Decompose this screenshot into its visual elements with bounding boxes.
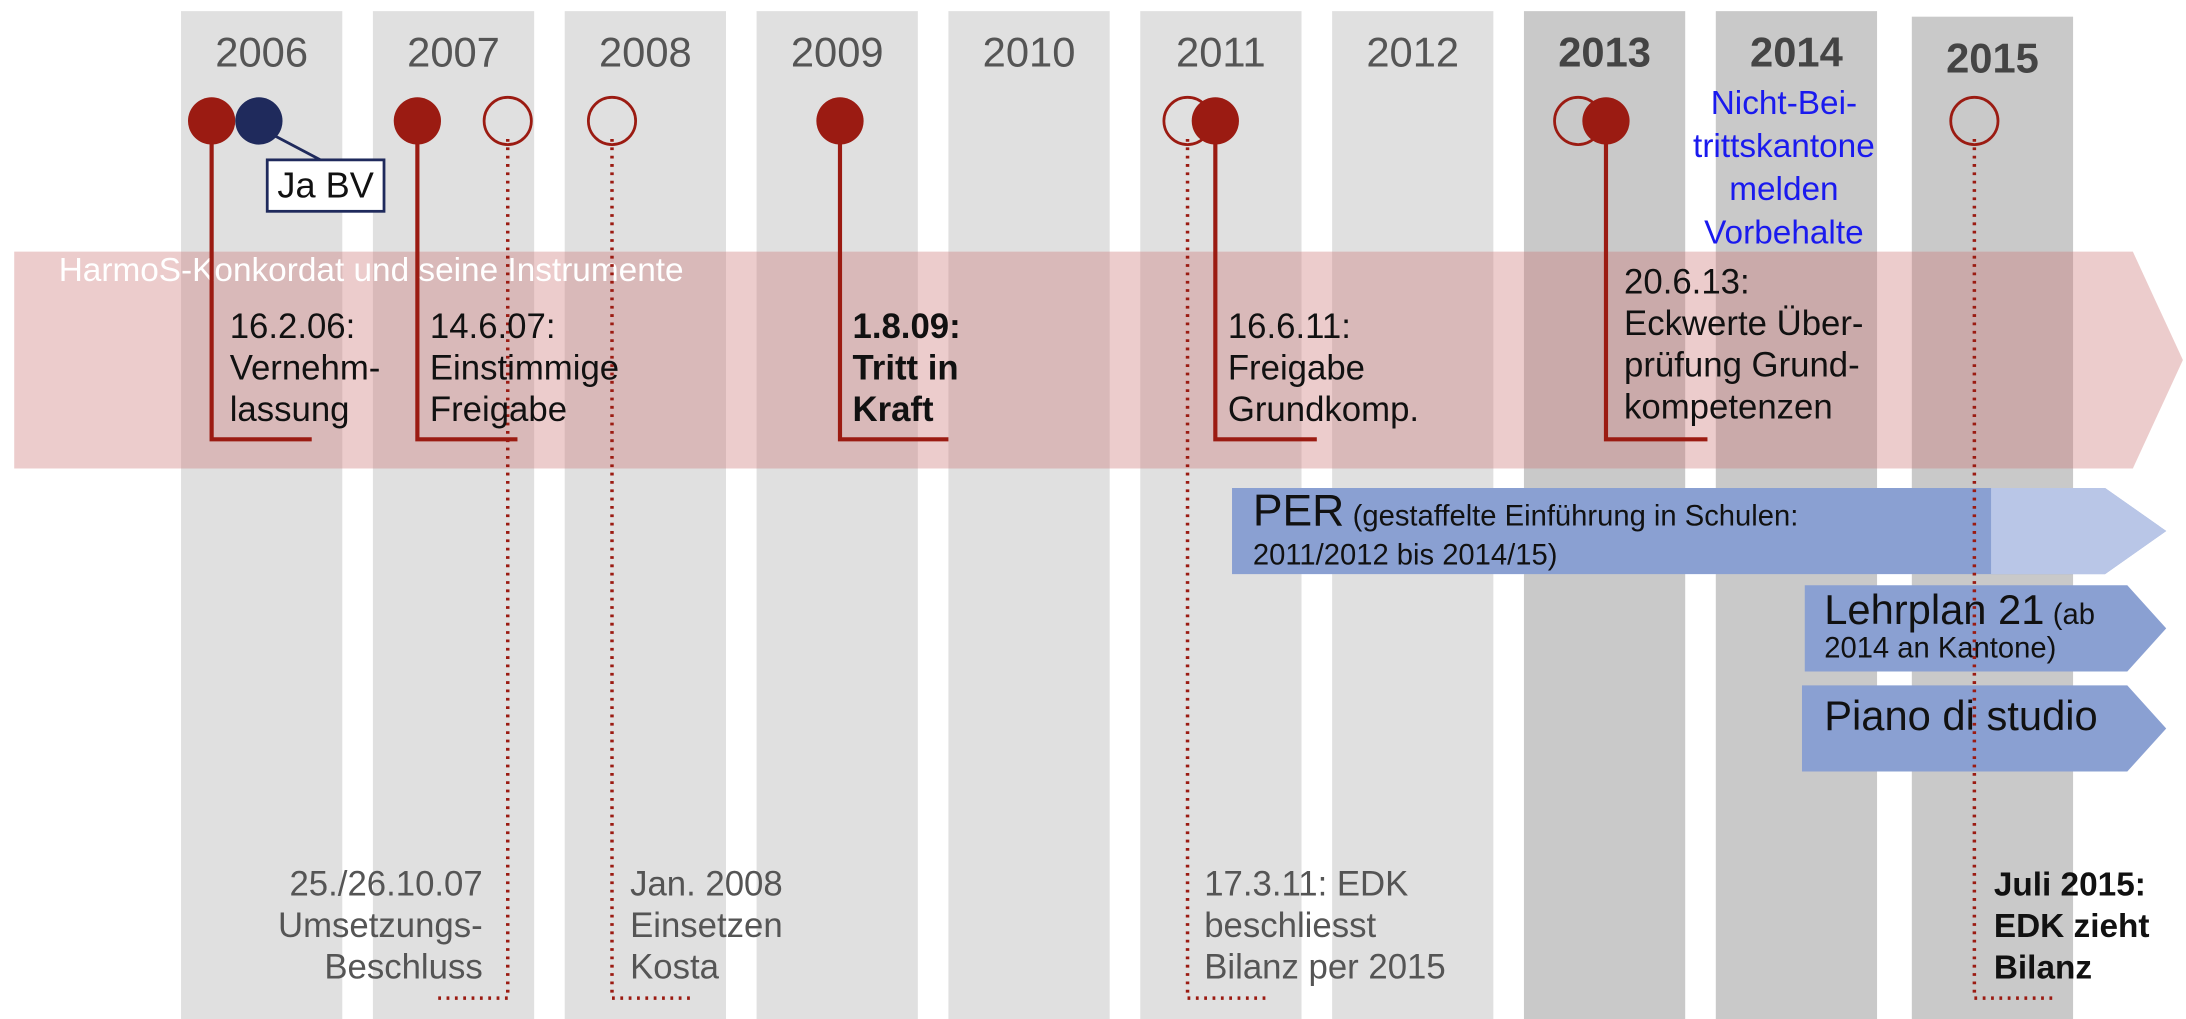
bar-label: Piano di studio <box>1824 692 2097 739</box>
bar-detail: (gestaffelte Einführung in Schulen: <box>1353 500 1799 532</box>
connector <box>610 139 693 1000</box>
bar-detail: 2014 an Kantone) <box>1824 633 2056 665</box>
milestone <box>393 97 442 145</box>
note-2014: Vorbehalte <box>1704 214 1864 251</box>
event-label-lower: Einsetzen <box>630 907 783 945</box>
event-label-lower: Umsetzungs- <box>278 907 483 945</box>
milestone-bv <box>235 97 283 145</box>
year-label: 2008 <box>599 29 692 76</box>
connector <box>837 139 949 442</box>
open-milestone <box>1949 95 2000 146</box>
event-label-lower: 25./26.10.07 <box>289 865 482 903</box>
event-label: Freigabe <box>1228 350 1365 388</box>
event-label: lassung <box>230 391 350 429</box>
milestone <box>816 97 864 145</box>
bar-title: PER <box>1253 486 1344 535</box>
bar-detail: (ab <box>2053 599 2095 631</box>
connector <box>415 139 518 442</box>
bar-fade <box>1991 487 2167 575</box>
annotation-leader <box>274 135 327 164</box>
event-label: 14.6.07: <box>430 308 556 346</box>
bar-label: PER (gestaffelte Einführung in Schulen: 20… <box>1253 486 1798 571</box>
band-title: HarmoS-Konkordat und seine Instrumente <box>59 252 684 289</box>
event-label: Grundkomp. <box>1228 391 1419 429</box>
band-arrow <box>14 251 2183 469</box>
milestone <box>1191 97 1239 145</box>
year-label: 2011 <box>1176 29 1266 76</box>
event-label: kompetenzen <box>1624 388 1833 426</box>
year-label: 2007 <box>407 29 500 76</box>
event-label: prüfung Grund- <box>1624 347 1860 385</box>
bar-title: Lehrplan 21 <box>1824 586 2044 633</box>
bar-arrow <box>1801 685 2167 772</box>
connector <box>1972 139 2056 1000</box>
connector <box>1213 139 1317 442</box>
event-label-lower: Bilanz per 2015 <box>1204 949 1446 987</box>
year-column <box>756 11 918 1019</box>
connector <box>209 139 312 442</box>
event-label-lower: EDK zieht <box>1994 908 2150 945</box>
bar-title: Piano di studio <box>1824 692 2097 739</box>
year-label: 2014 <box>1750 29 1843 76</box>
open-milestone <box>586 95 638 146</box>
event-label-lower: Beschluss <box>324 949 482 987</box>
event-label: Kraft <box>852 391 934 429</box>
connector <box>1185 139 1266 1000</box>
bar-detail: 2011/2012 bis 2014/15) <box>1253 539 1558 571</box>
bar-arrow <box>1804 585 2167 672</box>
year-label: 2010 <box>983 29 1076 76</box>
open-milestone <box>482 95 533 146</box>
milestone <box>1582 97 1630 145</box>
event-label-lower: Kosta <box>630 949 720 987</box>
event-label-lower: Bilanz <box>1994 950 2092 987</box>
year-column <box>948 11 1110 1019</box>
event-label: 1.8.09: <box>852 308 960 346</box>
milestone <box>187 97 236 145</box>
event-label: 16.2.06: <box>230 308 356 346</box>
year-label: 2013 <box>1558 29 1651 76</box>
event-label: Freigabe <box>430 391 567 429</box>
year-label: 2006 <box>215 29 308 76</box>
bar-arrow <box>1232 487 2167 575</box>
note-2014: Nicht-Bei- <box>1711 85 1857 122</box>
connector <box>436 139 510 1000</box>
annotation-box <box>265 158 386 213</box>
event-label-lower: Juli 2015: <box>1994 866 2146 903</box>
note-2014: melden <box>1729 171 1838 208</box>
event-label-lower: beschliesst <box>1204 907 1376 945</box>
year-label: 2009 <box>791 29 884 76</box>
note-2014: trittskantone <box>1693 128 1875 165</box>
bar-label: Lehrplan 21 (ab 2014 an Kantone) <box>1824 586 2095 664</box>
connector <box>1603 139 1708 442</box>
event-label: 16.6.11: <box>1228 308 1351 346</box>
year-label: 2015 <box>1946 34 2039 81</box>
event-label: Einstimmige <box>430 350 619 388</box>
event-label: Tritt in <box>852 350 958 388</box>
event-label: 20.6.13: <box>1624 263 1750 301</box>
event-label: Vernehm- <box>230 350 381 388</box>
annotation: Ja BV <box>277 164 373 205</box>
event-label: Eckwerte Über- <box>1624 305 1863 343</box>
year-column <box>564 11 726 1019</box>
event-label-lower: 17.3.11: EDK <box>1204 865 1408 903</box>
year-label: 2012 <box>1366 29 1459 76</box>
event-label-lower: Jan. 2008 <box>630 865 783 903</box>
